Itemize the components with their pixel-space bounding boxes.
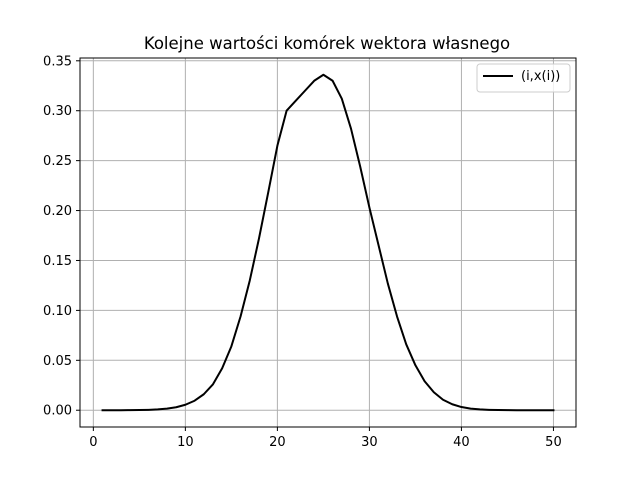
plot-frame (79, 57, 577, 428)
x-axis: 0 10 20 30 40 50 (89, 427, 562, 450)
y-axis: 0.00 0.05 0.10 0.15 0.20 0.25 0.30 0.35 (43, 54, 80, 419)
grid (80, 58, 576, 427)
y-tick-label: 0.05 (43, 354, 72, 369)
x-tick-label: 50 (545, 435, 562, 450)
y-tick-label: 0.20 (43, 204, 72, 219)
y-tick-label: 0.00 (43, 404, 72, 419)
y-tick-label: 0.25 (43, 154, 72, 169)
y-tick-label: 0.30 (43, 104, 72, 119)
y-tick-label: 0.10 (43, 304, 72, 319)
chart-title: Kolejne wartości komórek wektora własneg… (144, 34, 510, 53)
x-tick-label: 10 (177, 435, 194, 450)
legend: (i,x(i)) (476, 63, 571, 93)
series-layer (101, 73, 555, 412)
legend-box (476, 63, 571, 93)
series-line (101, 73, 555, 412)
x-tick-label: 20 (269, 435, 286, 450)
x-tick-label: 30 (361, 435, 378, 450)
y-tick-label: 0.35 (43, 54, 72, 69)
x-tick-label: 40 (453, 435, 470, 450)
legend-label: (i,x(i)) (521, 69, 560, 84)
x-tick-label: 0 (89, 435, 97, 450)
y-tick-label: 0.15 (43, 254, 72, 269)
